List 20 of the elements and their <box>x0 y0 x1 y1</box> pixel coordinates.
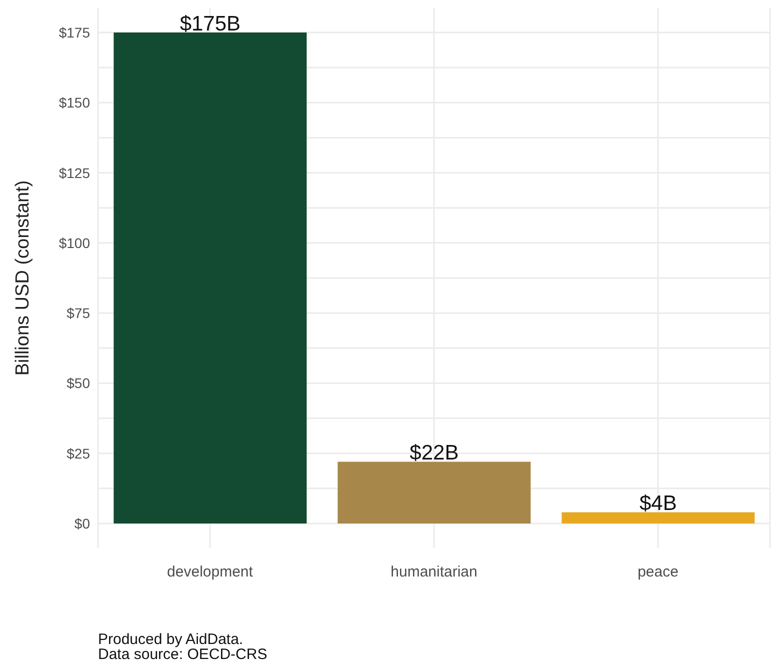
y-tick-label: $25 <box>66 445 90 462</box>
data-label: $22B <box>410 442 459 465</box>
x-tick-label: development <box>167 564 254 581</box>
bar <box>338 462 531 524</box>
data-label: $175B <box>180 12 241 36</box>
y-tick-label: $125 <box>58 164 90 181</box>
x-tick-label: peace <box>638 564 678 581</box>
y-tick-label: $50 <box>66 375 90 392</box>
x-tick-label: humanitarian <box>390 564 478 581</box>
text: Produced by AidData. <box>98 631 244 648</box>
data-label: $4B <box>639 492 677 516</box>
y-tick-label: $75 <box>66 305 90 322</box>
y-tick-label: $100 <box>58 234 90 251</box>
bar <box>562 512 755 524</box>
y-axis-title: Billions USD (constant) <box>12 180 34 376</box>
y-tick-label: $0 <box>74 515 90 532</box>
y-tick-label: $150 <box>58 94 90 111</box>
source-note: Data source: OECD-CRS <box>98 646 268 663</box>
y-tick-label: $175 <box>58 24 90 41</box>
bar <box>114 32 307 524</box>
